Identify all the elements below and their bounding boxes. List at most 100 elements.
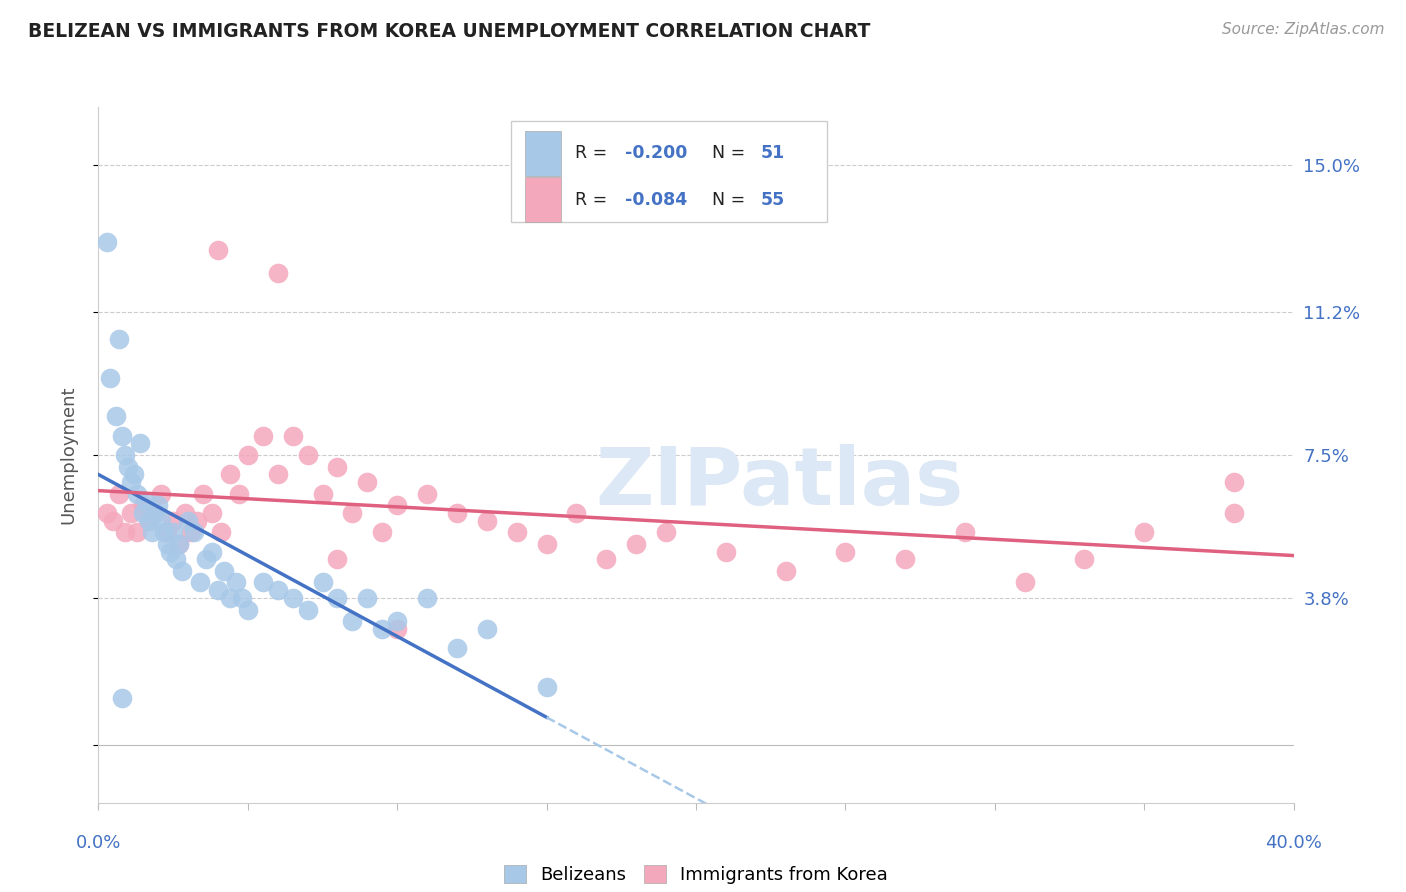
Point (595, 552, 617, 566)
Text: -0.200: -0.200 (626, 145, 688, 162)
Point (124, 467, 146, 482)
Point (165, 552, 187, 566)
Y-axis label: Unemployment: Unemployment (59, 385, 77, 524)
Point (281, 591, 304, 605)
Text: 51: 51 (761, 145, 785, 162)
Point (385, 614, 409, 628)
Point (834, 544, 856, 558)
Point (132, 506, 155, 520)
Point (281, 428, 304, 442)
Text: N =: N = (700, 191, 751, 209)
Point (236, 448, 259, 462)
Point (894, 552, 917, 566)
Point (132, 498, 155, 512)
Point (297, 448, 319, 462)
Point (342, 506, 364, 520)
Text: ZIPatlas: ZIPatlas (596, 443, 963, 522)
FancyBboxPatch shape (524, 177, 561, 222)
Point (111, 428, 134, 442)
Text: 0.0%: 0.0% (76, 834, 121, 852)
Point (475, 622, 498, 636)
Point (150, 486, 173, 500)
Point (326, 552, 349, 566)
Point (1223, 475, 1246, 489)
Point (1133, 525, 1156, 540)
Point (775, 564, 797, 578)
Point (714, 544, 737, 558)
Point (655, 525, 678, 540)
Point (267, 583, 290, 598)
Text: R =: R = (575, 191, 613, 209)
Point (127, 486, 149, 500)
Point (371, 622, 394, 636)
Point (120, 475, 142, 489)
Point (385, 622, 409, 636)
Point (1073, 552, 1095, 566)
Point (138, 514, 160, 528)
Point (167, 537, 190, 551)
Point (212, 564, 235, 578)
Point (183, 525, 205, 540)
Point (311, 575, 333, 590)
Point (174, 506, 197, 520)
Point (446, 506, 468, 520)
Point (100, 370, 122, 384)
Point (311, 486, 333, 500)
Text: BELIZEAN VS IMMIGRANTS FROM KOREA UNEMPLOYMENT CORRELATION CHART: BELIZEAN VS IMMIGRANTS FROM KOREA UNEMPL… (28, 22, 870, 41)
Point (153, 525, 176, 540)
Point (108, 486, 131, 500)
Point (129, 436, 152, 450)
Point (156, 525, 179, 540)
Point (225, 575, 247, 590)
Point (105, 409, 128, 424)
Text: Source: ZipAtlas.com: Source: ZipAtlas.com (1222, 22, 1385, 37)
Point (148, 498, 170, 512)
Point (385, 498, 409, 512)
Point (209, 525, 232, 540)
Point (96, 506, 118, 520)
Point (252, 575, 274, 590)
Point (342, 614, 364, 628)
Point (138, 514, 160, 528)
Point (114, 525, 136, 540)
Point (162, 514, 184, 528)
Point (114, 448, 136, 462)
Point (180, 525, 202, 540)
Point (252, 428, 274, 442)
Point (1014, 575, 1036, 590)
Legend: Belizeans, Immigrants from Korea: Belizeans, Immigrants from Korea (496, 857, 896, 891)
Point (416, 591, 439, 605)
Point (120, 506, 142, 520)
Point (195, 552, 218, 566)
Point (207, 583, 229, 598)
Point (446, 641, 468, 656)
Point (143, 506, 166, 520)
Point (371, 525, 394, 540)
Point (953, 525, 976, 540)
Point (159, 544, 181, 558)
Point (141, 525, 163, 540)
Point (135, 494, 157, 508)
Point (188, 575, 211, 590)
Text: R =: R = (575, 145, 613, 162)
Point (536, 537, 558, 551)
Point (117, 459, 139, 474)
Point (108, 332, 131, 346)
Point (167, 537, 190, 551)
Point (536, 680, 558, 694)
Point (1223, 506, 1246, 520)
Point (201, 544, 224, 558)
Point (186, 514, 208, 528)
Point (506, 525, 529, 540)
Text: 55: 55 (761, 191, 785, 209)
Point (177, 514, 200, 528)
Point (231, 591, 253, 605)
FancyBboxPatch shape (524, 130, 561, 176)
Point (326, 591, 349, 605)
Point (219, 467, 242, 482)
Point (103, 514, 125, 528)
Point (111, 691, 134, 706)
Point (326, 459, 349, 474)
Point (150, 514, 173, 528)
Point (127, 525, 149, 540)
